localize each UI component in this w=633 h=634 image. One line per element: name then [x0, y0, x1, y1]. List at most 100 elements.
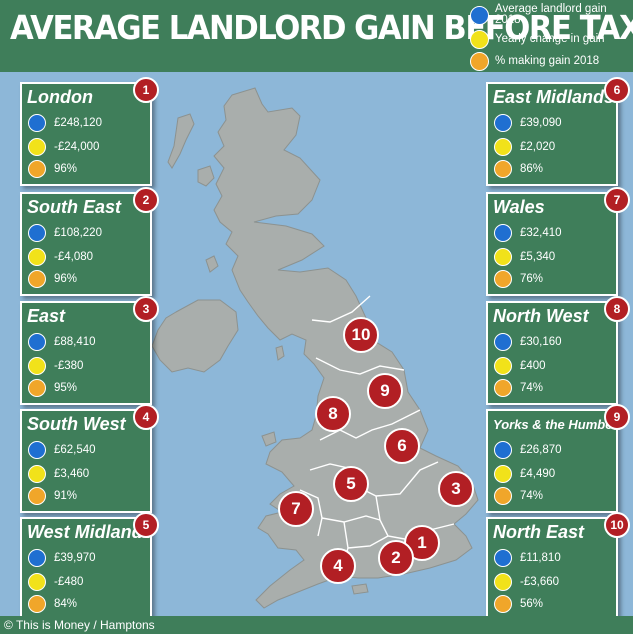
- region-badge: 7: [604, 187, 630, 213]
- pct-value: 96%: [54, 163, 78, 175]
- blue-dot-icon: [28, 441, 46, 459]
- region-card-west-midlands: West Midlands £39,970 -£480 84%: [20, 517, 153, 621]
- orange-dot-icon: [494, 487, 512, 505]
- region-badge: 4: [133, 404, 159, 430]
- region-name: South East: [27, 197, 122, 217]
- change-value: £400: [520, 360, 546, 372]
- gain-value: £11,810: [520, 552, 561, 564]
- blue-dot-icon: [494, 114, 512, 132]
- change-value: -£480: [54, 576, 84, 588]
- legend-label: Yearly change in gain: [495, 33, 605, 45]
- gain-value: £32,410: [520, 227, 562, 239]
- region-card-south-east: South East £108,220 -£4,080 96%: [20, 192, 152, 296]
- yellow-dot-icon: [494, 573, 512, 591]
- pct-value: 76%: [520, 273, 544, 285]
- yellow-dot-icon: [470, 30, 489, 49]
- region-badge: 1: [133, 77, 159, 103]
- region-badge: 9: [604, 404, 630, 430]
- yellow-dot-icon: [494, 138, 512, 156]
- legend-item-gain: Average landlord gain 2018: [470, 3, 615, 26]
- region-badge: 6: [604, 77, 630, 103]
- gain-value: £39,970: [54, 552, 96, 564]
- pct-value: 91%: [54, 490, 78, 502]
- region-name: London: [27, 87, 93, 107]
- anglesey-landmass: [261, 431, 277, 447]
- orange-dot-icon: [494, 379, 512, 397]
- change-value: £4,490: [520, 468, 556, 480]
- yellow-dot-icon: [28, 573, 46, 591]
- pct-value: 84%: [54, 598, 78, 610]
- orange-dot-icon: [28, 487, 46, 505]
- region-card-yorks: Yorks & the Humber £26,870 £4,490 74%: [486, 409, 618, 513]
- gain-value: £62,540: [54, 444, 96, 456]
- header-banner: AVERAGE LANDLORD GAIN BEFORE TAX Average…: [0, 0, 633, 72]
- blue-dot-icon: [470, 5, 489, 25]
- map-marker-yorks[interactable]: 9: [367, 373, 403, 409]
- region-card-east-midlands: East Midlands £39,090 £2,020 86%: [486, 82, 618, 186]
- isle-of-wight-landmass: [351, 583, 369, 595]
- credit-text: © This is Money / Hamptons: [4, 618, 155, 632]
- orange-dot-icon: [494, 595, 512, 613]
- region-name: Wales: [493, 197, 545, 217]
- region-card-wales: Wales £32,410 £5,340 76%: [486, 192, 618, 296]
- pct-value: 95%: [54, 382, 78, 394]
- region-badge: 5: [133, 512, 159, 538]
- pct-value: 96%: [54, 273, 78, 285]
- map-marker-north-east[interactable]: 10: [343, 317, 379, 353]
- change-value: -£4,080: [54, 251, 94, 263]
- region-name: South West: [27, 414, 126, 434]
- change-value: -£24,000: [54, 141, 100, 153]
- gain-value: £30,160: [520, 336, 562, 348]
- legend-label: Average landlord gain 2018: [495, 3, 607, 26]
- change-value: -£3,660: [520, 576, 560, 588]
- isle-of-man-landmass: [275, 345, 285, 361]
- pct-value: 74%: [520, 382, 544, 394]
- pct-value: 86%: [520, 163, 544, 175]
- gain-value: £88,410: [54, 336, 96, 348]
- region-name: West Midlands: [27, 522, 153, 542]
- northern-ireland-landmass: [151, 299, 239, 373]
- legend-item-change: Yearly change in gain: [470, 30, 615, 49]
- blue-dot-icon: [28, 114, 46, 132]
- region-badge: 2: [133, 187, 159, 213]
- blue-dot-icon: [28, 333, 46, 351]
- islay-landmass: [205, 255, 219, 273]
- gain-value: £26,870: [520, 444, 562, 456]
- footer-credit: © This is Money / Hamptons: [0, 616, 633, 634]
- change-value: £3,460: [54, 468, 90, 480]
- legend-item-pct: % making gain 2018: [470, 52, 615, 71]
- pct-value: 74%: [520, 490, 544, 502]
- blue-dot-icon: [494, 224, 512, 242]
- yellow-dot-icon: [28, 357, 46, 375]
- region-badge: 8: [604, 296, 630, 322]
- map-marker-wales[interactable]: 7: [278, 491, 314, 527]
- map-marker-south-west[interactable]: 4: [320, 548, 356, 584]
- region-name: North West: [493, 306, 589, 326]
- yellow-dot-icon: [28, 138, 46, 156]
- blue-dot-icon: [28, 549, 46, 567]
- orange-dot-icon: [494, 270, 512, 288]
- gain-value: £108,220: [54, 227, 102, 239]
- gain-value: £39,090: [520, 117, 562, 129]
- orange-dot-icon: [28, 379, 46, 397]
- region-card-north-east: North East £11,810 -£3,660 56%: [486, 517, 618, 621]
- legend-label: % making gain 2018: [495, 55, 600, 67]
- map-marker-north-west[interactable]: 8: [315, 396, 351, 432]
- region-name: East: [27, 306, 66, 326]
- map-marker-east-midlands[interactable]: 6: [384, 428, 420, 464]
- skye-landmass: [197, 165, 215, 187]
- yellow-dot-icon: [494, 357, 512, 375]
- orange-dot-icon: [28, 270, 46, 288]
- region-card-london: London £248,120 -£24,000 96%: [20, 82, 152, 186]
- map-marker-west-midlands[interactable]: 5: [333, 466, 369, 502]
- western-isles-landmass: [167, 113, 195, 169]
- great-britain-landmass: [213, 87, 479, 609]
- region-name: Yorks & the Humber: [493, 417, 618, 432]
- map-marker-south-east[interactable]: 2: [378, 540, 414, 576]
- orange-dot-icon: [28, 595, 46, 613]
- blue-dot-icon: [28, 224, 46, 242]
- region-badge: 10: [604, 512, 630, 538]
- yellow-dot-icon: [28, 465, 46, 483]
- yellow-dot-icon: [494, 465, 512, 483]
- map-marker-east[interactable]: 3: [438, 471, 474, 507]
